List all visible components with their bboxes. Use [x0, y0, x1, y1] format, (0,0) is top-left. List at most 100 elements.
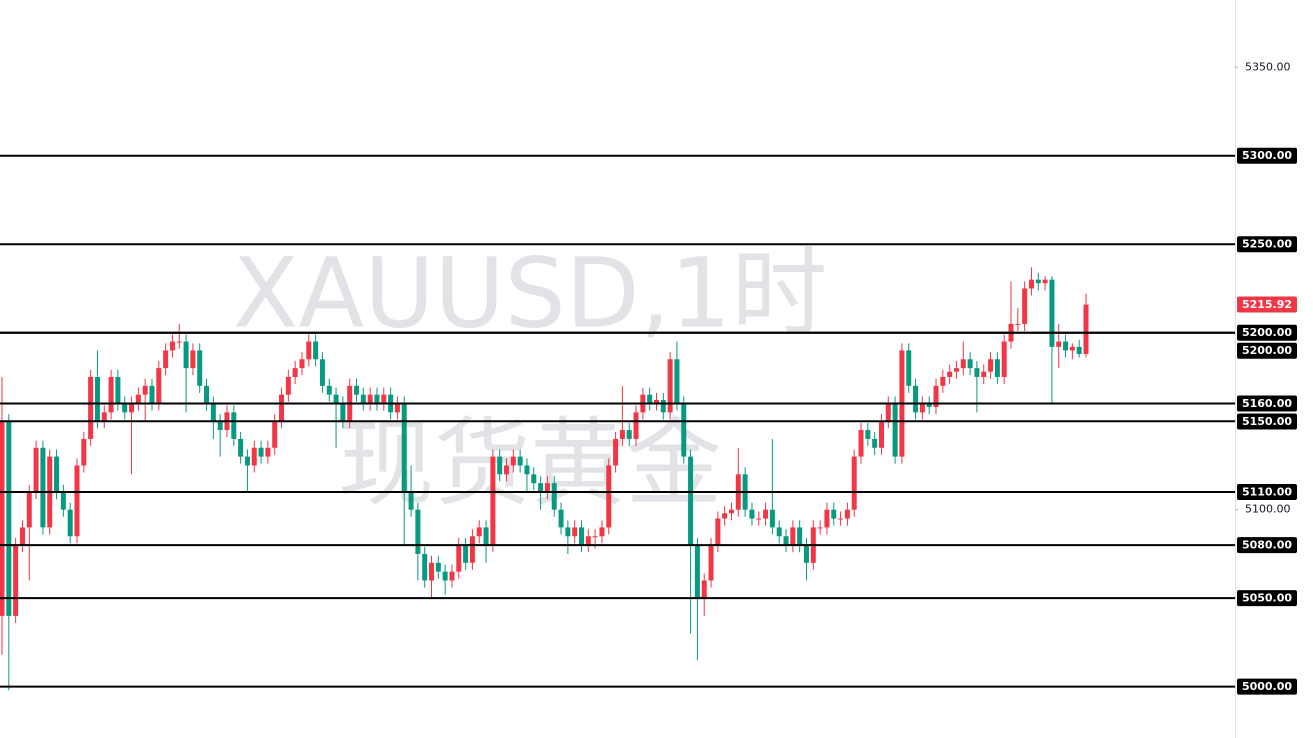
candle-body	[619, 430, 625, 439]
candle-body	[319, 359, 325, 386]
candle-body	[88, 376, 94, 439]
candle-body	[878, 421, 884, 448]
candle-body	[606, 465, 612, 528]
level-label-box	[1237, 484, 1297, 500]
candle-body	[67, 509, 73, 537]
level-label: 5200.00	[1242, 326, 1292, 339]
candle-body	[326, 385, 332, 395]
candle-body	[129, 403, 135, 413]
candle-body	[394, 403, 400, 413]
level-label: 5250.00	[1242, 238, 1292, 251]
candle-body	[592, 536, 598, 538]
watermark-name: 现货黄金	[338, 407, 722, 519]
candle-body	[0, 421, 5, 616]
candle-body	[892, 403, 898, 457]
level-label-box	[1237, 590, 1297, 607]
candle-body	[749, 509, 755, 519]
candle-body	[415, 509, 421, 554]
candle-body	[258, 447, 264, 457]
candle-body	[163, 350, 169, 369]
candle-body	[456, 545, 462, 572]
candle-body	[490, 456, 496, 546]
candle-body	[524, 465, 530, 475]
candle-body	[190, 350, 196, 369]
candle-body	[994, 359, 1000, 377]
candle-body	[578, 527, 584, 546]
candle-body	[1042, 279, 1048, 284]
candle-body	[422, 553, 428, 581]
candle-body	[251, 447, 257, 466]
candle-body	[81, 438, 87, 466]
candle-body	[272, 421, 278, 448]
candle-body	[449, 571, 455, 581]
candle-body	[885, 403, 891, 422]
candle-body	[926, 403, 932, 408]
candle-body	[156, 368, 162, 404]
candle-body	[149, 385, 155, 404]
candle-body	[769, 509, 775, 528]
candle-body	[101, 412, 107, 422]
candle-body	[872, 438, 878, 448]
candle-body	[483, 527, 489, 546]
candle-body	[115, 376, 121, 404]
candle-body	[667, 359, 673, 413]
candle-body	[33, 447, 39, 492]
candle-body	[974, 368, 980, 377]
candle-body	[722, 513, 728, 519]
candle-body	[906, 350, 912, 386]
candle-body	[660, 399, 666, 413]
candle-body	[231, 412, 237, 439]
level-label: 5050.00	[1242, 592, 1292, 605]
candle-body	[694, 545, 700, 599]
candle-body	[197, 350, 203, 386]
candle-body	[688, 456, 694, 546]
candle-body	[647, 394, 653, 404]
candle-body	[865, 430, 871, 439]
candle-body	[551, 483, 557, 510]
level-label-box	[1237, 342, 1297, 359]
candle-body	[374, 394, 380, 404]
candle-body	[838, 518, 844, 520]
candle-body	[708, 545, 714, 581]
last-price-box	[1237, 296, 1297, 313]
candle-body	[728, 509, 734, 514]
candle-body	[919, 403, 925, 413]
y-tick-label: 5350.00	[1245, 60, 1291, 73]
candle-body	[292, 368, 298, 377]
candle-body	[244, 456, 250, 466]
candle-body	[1022, 288, 1028, 324]
candle-body	[142, 385, 148, 395]
candle-body	[858, 430, 864, 457]
candle-body	[756, 518, 762, 520]
level-label: 5200.00	[1242, 344, 1292, 357]
candle-body	[340, 403, 346, 422]
candle-body	[517, 456, 523, 466]
candle-body	[831, 509, 837, 519]
candle-body	[1049, 279, 1055, 347]
candle-body	[572, 527, 578, 537]
candle-body	[306, 341, 312, 360]
candle-body	[94, 376, 100, 422]
level-label: 5300.00	[1242, 149, 1292, 162]
level-label: 5160.00	[1242, 397, 1292, 410]
candle-body	[408, 492, 414, 510]
candle-body	[183, 341, 189, 369]
candle-body	[1056, 341, 1062, 347]
candle-body	[1069, 346, 1075, 351]
candle-body	[960, 359, 966, 369]
candle-body	[613, 438, 619, 466]
candle-body	[238, 438, 244, 457]
y-tick-label: 5100.00	[1245, 503, 1291, 516]
level-label-box	[1237, 324, 1297, 341]
candle-body	[776, 527, 782, 537]
candle-body	[763, 509, 769, 519]
candle-body	[279, 394, 285, 422]
candle-body	[1028, 279, 1034, 289]
candle-body	[933, 385, 939, 408]
candle-body	[13, 545, 19, 616]
candle-body	[285, 376, 291, 395]
candle-body	[599, 527, 605, 537]
level-label: 5150.00	[1242, 415, 1292, 428]
candle-body	[169, 341, 175, 351]
